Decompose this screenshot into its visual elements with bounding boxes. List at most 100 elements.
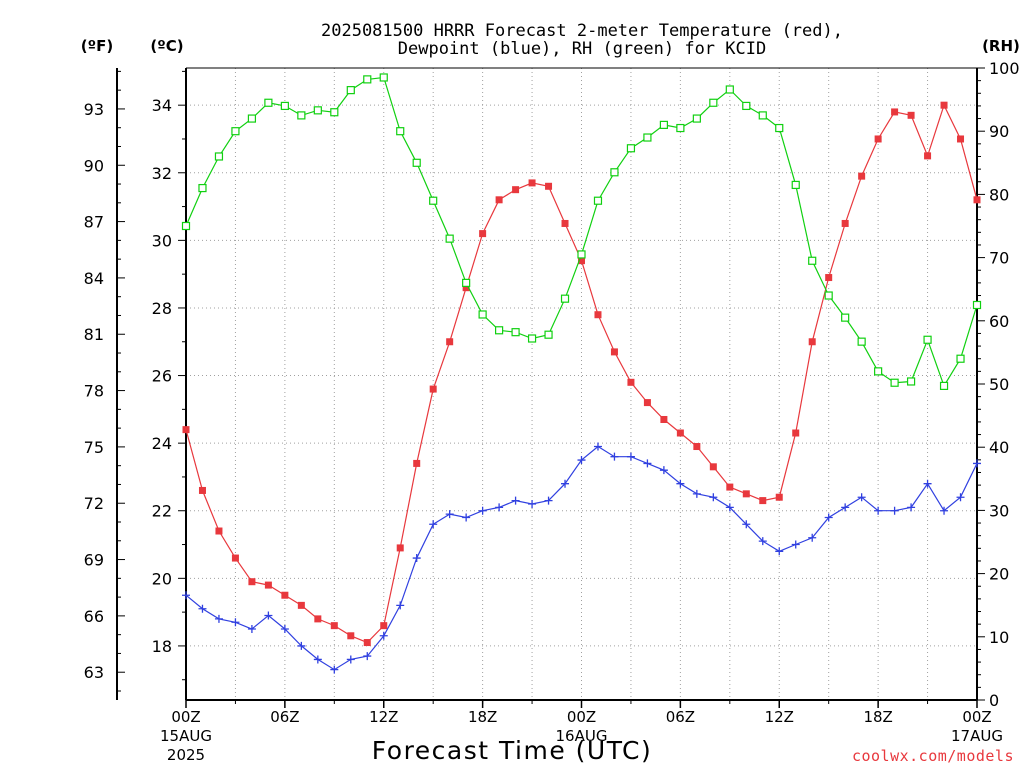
dewpoint-point [857, 493, 866, 502]
rh-point [462, 278, 471, 287]
dewpoint-point [890, 506, 899, 515]
x-tick-label: 12Z [369, 708, 398, 726]
rh-point [923, 335, 932, 344]
rh-tick-label: 10 [989, 628, 1009, 647]
temperature-point [891, 108, 899, 116]
axes [116, 67, 985, 708]
temperature-point [479, 230, 487, 238]
rh-point [742, 101, 751, 111]
fahrenheit-tick-label: 72 [84, 494, 104, 513]
dewpoint-point [577, 456, 586, 465]
unit-label-celsius: (ºC) [150, 37, 183, 55]
temperature-point [858, 172, 866, 180]
temperature-point [693, 443, 701, 451]
rh-point [824, 291, 833, 300]
temperature-point [396, 544, 404, 552]
rh-point [874, 367, 883, 376]
temperature-point [874, 135, 882, 143]
temperature-point [792, 429, 800, 437]
dewpoint-point [429, 520, 438, 529]
rh-point [709, 98, 718, 107]
temperature-point [676, 429, 684, 437]
temperature-point [561, 219, 569, 227]
temperature-point [182, 426, 190, 434]
temperature-point [825, 274, 833, 282]
temperature-point [759, 497, 767, 505]
rh-point [429, 196, 438, 205]
temperature-point [726, 483, 734, 491]
fahrenheit-tick-label: 78 [84, 382, 104, 401]
celsius-tick-label: 22 [152, 502, 172, 521]
rh-point [198, 183, 207, 193]
x-tick-label: 12Z [765, 708, 794, 726]
rh-point [181, 221, 191, 231]
temperature-point [924, 152, 932, 160]
dewpoint-point [198, 604, 207, 613]
dewpoint-point [182, 591, 190, 600]
rh-point [412, 158, 421, 167]
temperature-point [742, 490, 750, 498]
rh-point [313, 106, 322, 115]
celsius-tick-label: 20 [152, 569, 172, 588]
rh-point [676, 123, 685, 133]
temperature-point [841, 219, 849, 227]
dewpoint-point [264, 611, 273, 620]
celsius-tick-label: 30 [152, 231, 172, 250]
dewpoint-point [956, 493, 965, 502]
rh-tick-label: 50 [989, 375, 1009, 394]
dewpoint-point [758, 537, 767, 546]
rh-point [264, 98, 273, 107]
temperature-point [512, 186, 520, 194]
rh-point [379, 73, 388, 82]
rh-tick-label: 30 [989, 501, 1009, 520]
temperature-point [940, 101, 948, 109]
temperature-point [413, 459, 421, 467]
rh-tick-label: 70 [989, 249, 1009, 268]
rh-point [791, 180, 800, 190]
dewpoint-point [841, 503, 850, 512]
rh-point [626, 144, 636, 153]
temperature-point [446, 338, 454, 346]
rh-tick-label: 100 [989, 59, 1020, 78]
x-tick-label: 18Z [863, 708, 892, 726]
temperature-point [627, 378, 635, 386]
dewpoint-point [412, 554, 421, 563]
rh-point [495, 326, 504, 335]
rh-point [396, 127, 405, 136]
rh-point [725, 85, 734, 94]
celsius-tick-label: 34 [152, 96, 172, 115]
dewpoint-point [824, 513, 833, 522]
watermark: coolwx.com/models [852, 747, 1014, 765]
temperature-point [264, 581, 272, 589]
fahrenheit-tick-label: 75 [84, 438, 104, 457]
temperature-point [528, 179, 536, 187]
x-tick-label: 00Z [171, 708, 200, 726]
x-tick-label: 06Z [666, 708, 695, 726]
x-tick-year-label: 2025 [167, 746, 205, 764]
dewpoint-point [396, 601, 405, 610]
temperature-point [660, 415, 668, 423]
x-tick-date-label: 16AUG [556, 727, 608, 745]
dewpoint-point [544, 496, 553, 505]
fahrenheit-tick-label: 69 [84, 551, 104, 570]
dewpoint-point [973, 459, 981, 468]
dewpoint-point [313, 655, 322, 664]
rh-point [659, 120, 668, 129]
temperature-point [297, 601, 305, 609]
rh-point [758, 111, 767, 120]
rh-point [956, 354, 965, 363]
rh-tick-label: 60 [989, 312, 1009, 331]
temperature-point [198, 486, 206, 494]
dewpoint-point [511, 496, 520, 505]
rh-tick-label: 20 [989, 565, 1009, 584]
rh-point [214, 152, 224, 161]
rh-point [906, 377, 916, 386]
temperature-point [808, 338, 816, 346]
temperature-point [709, 463, 717, 471]
temperature-point [380, 622, 388, 630]
dewpoint-point [495, 503, 504, 512]
dewpoint-point [593, 442, 602, 451]
temperature-point [248, 578, 256, 586]
dewpoint-point [478, 506, 487, 515]
